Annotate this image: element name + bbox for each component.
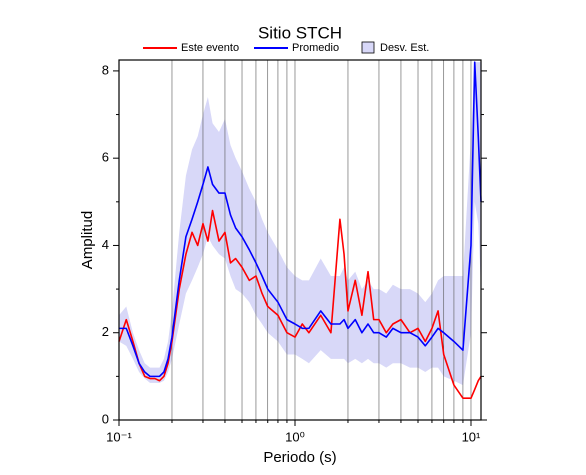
y-axis-label: Amplitud bbox=[79, 211, 96, 269]
x-axis-label: Periodo (s) bbox=[263, 449, 336, 466]
y-tick-label: 0 bbox=[102, 411, 109, 426]
chart-title: Sitio STCH bbox=[258, 23, 342, 42]
std-band bbox=[119, 62, 481, 386]
y-tick-label: 8 bbox=[102, 62, 109, 77]
y-tick-label: 4 bbox=[102, 237, 109, 252]
legend-label: Promedio bbox=[292, 42, 339, 54]
series-line bbox=[119, 61, 482, 378]
legend-swatch bbox=[361, 41, 375, 54]
y-tick-label: 6 bbox=[102, 150, 109, 165]
plot-frame bbox=[118, 59, 482, 421]
x-tick-label: 10¹ bbox=[462, 429, 481, 444]
legend-label: Este evento bbox=[181, 42, 239, 54]
legend-label: Desv. Est. bbox=[380, 42, 429, 54]
x-tick-label: 10⁻¹ bbox=[106, 429, 132, 444]
y-tick-label: 2 bbox=[102, 324, 109, 339]
x-tick-label: 10⁰ bbox=[285, 429, 305, 444]
